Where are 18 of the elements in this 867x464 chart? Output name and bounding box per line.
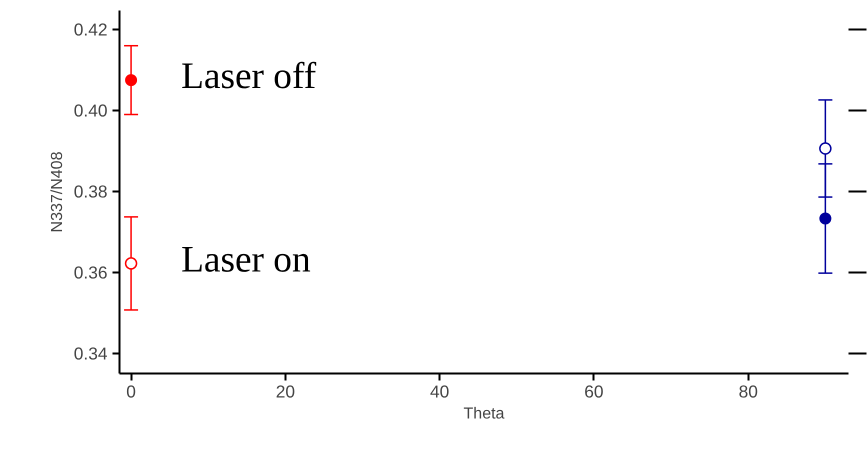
x-tick-label: 0 [126, 382, 136, 402]
point [125, 74, 138, 86]
y-tick-label: 0.42 [74, 20, 108, 40]
series-label: Laser off [181, 56, 317, 98]
point [819, 212, 832, 224]
y-axis-title: N337/N408 [48, 151, 66, 232]
x-tick-label: 80 [738, 382, 758, 402]
y-tick-label: 0.38 [74, 181, 108, 202]
point [819, 142, 832, 155]
x-tick-label: 60 [584, 382, 604, 402]
y-tick-label: 0.40 [74, 100, 108, 120]
series-label: Laser on [181, 239, 311, 280]
y-tick-label: 0.36 [74, 262, 108, 282]
point [124, 257, 138, 270]
x-tick-label: 40 [430, 382, 450, 402]
x-tick-label: 20 [276, 382, 295, 402]
x-axis-title: Theta [464, 406, 505, 422]
y-tick-label: 0.34 [74, 343, 108, 364]
